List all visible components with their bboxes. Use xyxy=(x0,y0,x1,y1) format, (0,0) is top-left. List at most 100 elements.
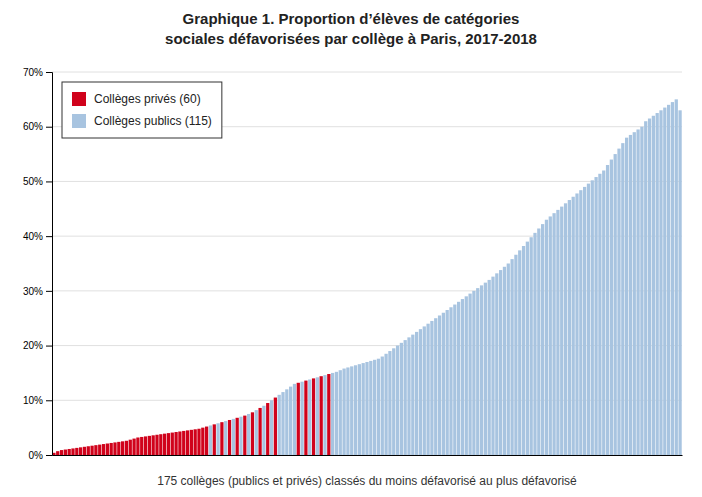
bar xyxy=(228,420,231,455)
bar xyxy=(278,395,281,455)
bar xyxy=(171,433,174,455)
bar xyxy=(320,376,323,455)
y-tick-label: 0% xyxy=(29,450,44,461)
bar xyxy=(159,434,162,455)
bar xyxy=(568,200,571,455)
x-axis xyxy=(53,455,683,456)
bar xyxy=(236,418,239,455)
bar xyxy=(243,416,246,455)
bar xyxy=(369,361,372,455)
bar xyxy=(262,406,265,455)
bar xyxy=(537,228,540,455)
bar xyxy=(499,270,502,455)
y-tick-mark xyxy=(46,400,52,401)
bar xyxy=(346,367,349,455)
bar xyxy=(503,267,506,455)
bar xyxy=(87,446,90,455)
title: Graphique 1. Proportion d’élèves de caté… xyxy=(183,10,520,27)
bar xyxy=(60,450,63,455)
bar xyxy=(94,445,97,455)
bar xyxy=(453,305,456,455)
bar xyxy=(480,285,483,455)
bar xyxy=(186,430,189,455)
bar xyxy=(167,433,170,455)
bar xyxy=(400,343,403,455)
bar xyxy=(312,378,315,455)
bar xyxy=(297,383,300,455)
bar xyxy=(484,283,487,455)
bar xyxy=(564,203,567,455)
bar xyxy=(327,374,330,455)
bar xyxy=(293,384,296,455)
bar xyxy=(526,242,529,455)
bar xyxy=(407,337,410,455)
subtitle: sociales défavorisées par collège à Pari… xyxy=(165,30,537,47)
bar xyxy=(430,321,433,455)
bar xyxy=(362,363,365,455)
bar xyxy=(136,437,139,455)
bar xyxy=(438,315,441,455)
bar xyxy=(129,440,132,455)
bar xyxy=(102,444,105,455)
bar xyxy=(342,369,345,455)
bar xyxy=(239,417,242,455)
y-tick-label: 20% xyxy=(23,340,43,351)
bar xyxy=(182,431,185,455)
bar xyxy=(232,419,235,455)
bar xyxy=(258,408,261,455)
bar xyxy=(155,435,158,455)
bar xyxy=(610,160,613,455)
bar xyxy=(56,451,59,455)
bar xyxy=(663,108,666,455)
bar xyxy=(75,448,78,455)
legend-item: Collèges publics (115) xyxy=(72,114,212,128)
y-tick: 20% xyxy=(23,340,52,351)
bar xyxy=(587,184,590,455)
bar xyxy=(446,310,449,455)
bar xyxy=(331,373,334,455)
bar xyxy=(174,432,177,455)
bar xyxy=(381,357,384,455)
bar xyxy=(552,213,555,455)
bar xyxy=(90,446,93,455)
bar xyxy=(71,448,74,455)
bar xyxy=(64,450,67,455)
bar xyxy=(300,382,303,455)
bar xyxy=(308,379,311,455)
bar xyxy=(148,436,151,455)
bars xyxy=(52,99,681,455)
bar xyxy=(644,121,647,455)
bar xyxy=(411,335,414,455)
bar xyxy=(442,313,445,455)
bar xyxy=(659,110,662,455)
bar xyxy=(335,372,338,455)
legend: Collèges privés (60) Collèges publics (11… xyxy=(62,82,222,138)
bar xyxy=(339,370,342,455)
legend-label: Collèges privés (60) xyxy=(94,92,201,106)
bar xyxy=(384,354,387,455)
y-tick: 40% xyxy=(23,231,52,242)
bar xyxy=(465,296,468,455)
grid-line xyxy=(52,181,682,182)
y-tick-label: 70% xyxy=(23,67,43,78)
bar xyxy=(594,177,597,455)
bar xyxy=(316,377,319,455)
bar xyxy=(358,364,361,455)
bar xyxy=(488,280,491,455)
bar xyxy=(678,110,681,455)
bar xyxy=(194,429,197,455)
bar xyxy=(79,447,82,455)
bar xyxy=(216,423,219,455)
bar xyxy=(201,428,204,455)
grid xyxy=(52,72,682,455)
bar xyxy=(281,392,284,455)
bar xyxy=(468,294,471,455)
bar xyxy=(533,233,536,455)
bar xyxy=(549,216,552,455)
bar xyxy=(434,318,437,455)
bar xyxy=(675,99,678,455)
bar xyxy=(495,273,498,455)
bar xyxy=(140,437,143,455)
y-tick-mark xyxy=(46,236,52,237)
bar xyxy=(197,429,200,455)
